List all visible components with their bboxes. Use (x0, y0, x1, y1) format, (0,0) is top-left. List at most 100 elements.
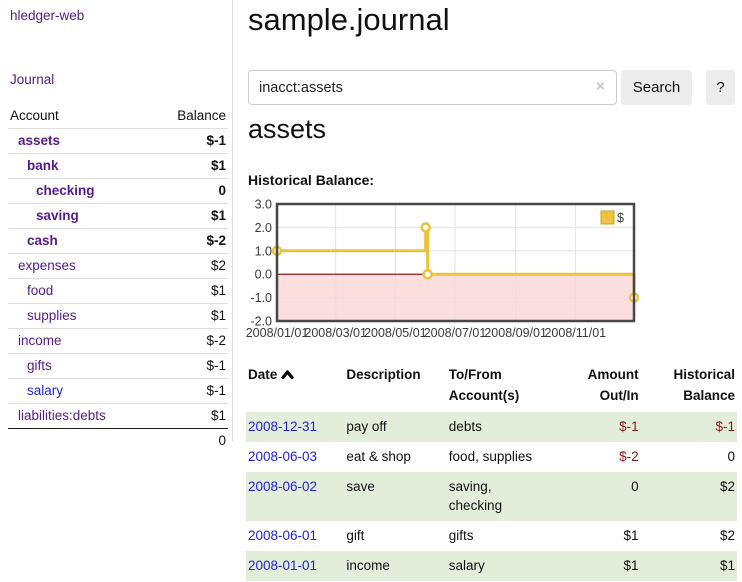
account-link-assets[interactable]: assets (18, 133, 61, 148)
x-axis-tick-label: 2008/01/01 (246, 326, 309, 340)
register-row: 2008-06-01 gift gifts $1 $2 (246, 521, 737, 551)
header-line2: Balance (683, 388, 735, 403)
account-link-food[interactable]: food (27, 283, 54, 298)
data-point-marker (422, 268, 433, 280)
account-row: salary $-1 (8, 378, 228, 404)
account-balance: $-2 (150, 228, 228, 254)
header-line2: Out/In (599, 388, 639, 403)
header-line1: Date (248, 367, 278, 382)
y-axis-tick-label: -2.0 (250, 315, 272, 329)
clear-search-icon[interactable]: × (596, 78, 605, 95)
sidebar-item-journal[interactable]: Journal (10, 72, 55, 87)
y-axis-tick-label: 1.0 (255, 244, 272, 258)
account-row: income $-2 (8, 328, 228, 354)
account-balance: $-1 (150, 128, 228, 154)
transaction-balance: $1 (719, 558, 735, 573)
account-balance: $1 (150, 278, 228, 304)
account-row: gifts $-1 (8, 353, 228, 379)
transaction-description: pay off (346, 419, 387, 434)
transaction-accounts: saving, checking (448, 479, 503, 513)
account-link-bank[interactable]: bank (27, 158, 59, 173)
account-link-expenses[interactable]: expenses (18, 258, 76, 273)
search-help-button[interactable]: ? (706, 70, 735, 105)
y-axis-tick-label: 2.0 (255, 221, 272, 235)
account-balance: $1 (150, 303, 228, 329)
transaction-accounts: food, supplies (448, 449, 533, 464)
register-header-amount: Amount Out/In (575, 362, 640, 412)
header-line1: Amount (587, 367, 639, 382)
register-header-tofrom: To/From Account(s) (447, 362, 576, 412)
y-axis-tick-label: 0.0 (255, 268, 272, 282)
account-row: assets $-1 (8, 128, 228, 154)
account-balance: $1 (150, 203, 228, 229)
account-row: saving $1 (8, 203, 228, 229)
plot-border (275, 202, 636, 323)
account-link-income[interactable]: income (18, 333, 62, 348)
transaction-date-link[interactable]: 2008-01-01 (248, 558, 318, 573)
header-line1: To/From (448, 367, 502, 382)
historical-balance-chart: 3.0 2.0 1.0 0.0 -1.0 -2.0 2008/01/01 2008/03/01… (246, 198, 642, 348)
transaction-accounts: salary (448, 558, 485, 573)
account-link-liabilities-debts[interactable]: liabilities:debts (18, 408, 106, 423)
transaction-date-link[interactable]: 2008-06-02 (248, 479, 318, 494)
register-row: 2008-06-02 save saving, checking 0 $2 (246, 472, 737, 521)
account-row: bank $1 (8, 153, 228, 179)
account-link-gifts[interactable]: gifts (27, 358, 52, 373)
page-title: sample.journal (248, 2, 450, 37)
accounts-total-row: 0 (8, 428, 228, 453)
transaction-date-link[interactable]: 2008-12-31 (248, 419, 318, 434)
chart-label: Historical Balance: (248, 172, 375, 188)
accounts-header-balance: Balance (177, 108, 226, 123)
search-button[interactable]: Search (621, 70, 692, 105)
account-balance: 0 (150, 178, 228, 204)
app-title-link[interactable]: hledger-web (10, 8, 85, 23)
account-link-saving[interactable]: saving (36, 208, 79, 223)
register-row: 2008-06-03 eat & shop food, supplies $-2 0 (246, 442, 737, 472)
transaction-balance: $-1 (715, 419, 735, 434)
y-axis-tick-label: -1.0 (250, 291, 272, 305)
legend-swatch (600, 210, 615, 225)
account-link-salary[interactable]: salary (27, 383, 64, 398)
transaction-date-link[interactable]: 2008-06-01 (248, 528, 318, 543)
account-row: cash $-2 (8, 228, 228, 254)
x-axis-tick-label: 2008/09/01 (484, 326, 547, 340)
transaction-balance: $2 (719, 528, 735, 543)
sidebar: hledger-web Journal Account Balance asse… (0, 0, 233, 582)
account-link-checking[interactable]: checking (36, 183, 95, 198)
transaction-amount: $-1 (619, 419, 639, 434)
transaction-description: save (346, 479, 375, 494)
transaction-amount: $1 (623, 558, 639, 573)
account-link-cash[interactable]: cash (27, 233, 58, 248)
x-axis-tick-label: 2008/03/01 (304, 326, 367, 340)
account-balance: $-2 (150, 328, 228, 354)
register-header-date: Date (246, 362, 344, 412)
transaction-accounts: debts (448, 419, 482, 434)
account-balance: $-1 (150, 353, 228, 379)
header-line2: Account(s) (448, 388, 520, 403)
register-table: Date Description To/From Account(s) Amount Ou… (246, 362, 737, 581)
accounts-table: Account Balance assets $-1 bank $1 checking 0… (8, 104, 228, 453)
y-axis-tick-label: 3.0 (255, 198, 272, 212)
account-balance: $1 (150, 403, 228, 429)
search-form: × Search ? (248, 70, 742, 105)
account-link-supplies[interactable]: supplies (27, 308, 77, 323)
register-row: 2008-12-31 pay off debts $-1 $-1 (246, 412, 737, 442)
account-row: checking 0 (8, 178, 228, 204)
account-balance: $2 (150, 253, 228, 279)
x-axis-tick-label: 2008/11/01 (544, 326, 606, 340)
transaction-balance: 0 (727, 449, 735, 464)
account-balance: $-1 (150, 378, 228, 404)
account-balance: $1 (150, 153, 228, 179)
accounts-total-value: 0 (150, 428, 228, 453)
transaction-description: income (346, 558, 390, 573)
accounts-header-account: Account (10, 108, 59, 123)
register-header-description: Description (344, 362, 446, 412)
transaction-amount: $-2 (619, 449, 639, 464)
transaction-description: eat & shop (346, 449, 411, 464)
legend-label: $ (617, 211, 624, 225)
transaction-date-link[interactable]: 2008-06-03 (248, 449, 318, 464)
search-input[interactable] (248, 70, 617, 105)
header-line1: Description (346, 367, 421, 382)
transaction-description: gift (346, 528, 365, 543)
